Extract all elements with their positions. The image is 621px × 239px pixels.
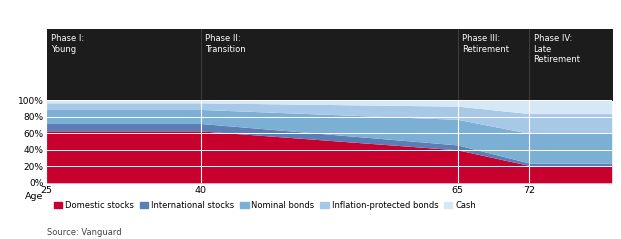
- Text: Age: Age: [25, 192, 43, 201]
- Text: Phase IV:
Late
Retirement: Phase IV: Late Retirement: [533, 34, 581, 64]
- Text: Phase I:
Young: Phase I: Young: [51, 34, 84, 54]
- Text: Phase III:
Retirement: Phase III: Retirement: [461, 34, 509, 54]
- Text: Source: Vanguard: Source: Vanguard: [47, 228, 121, 237]
- Text: Phase II:
Transition: Phase II: Transition: [205, 34, 245, 54]
- Legend: Domestic stocks, International stocks, Nominal bonds, Inflation-protected bonds,: Domestic stocks, International stocks, N…: [51, 198, 479, 213]
